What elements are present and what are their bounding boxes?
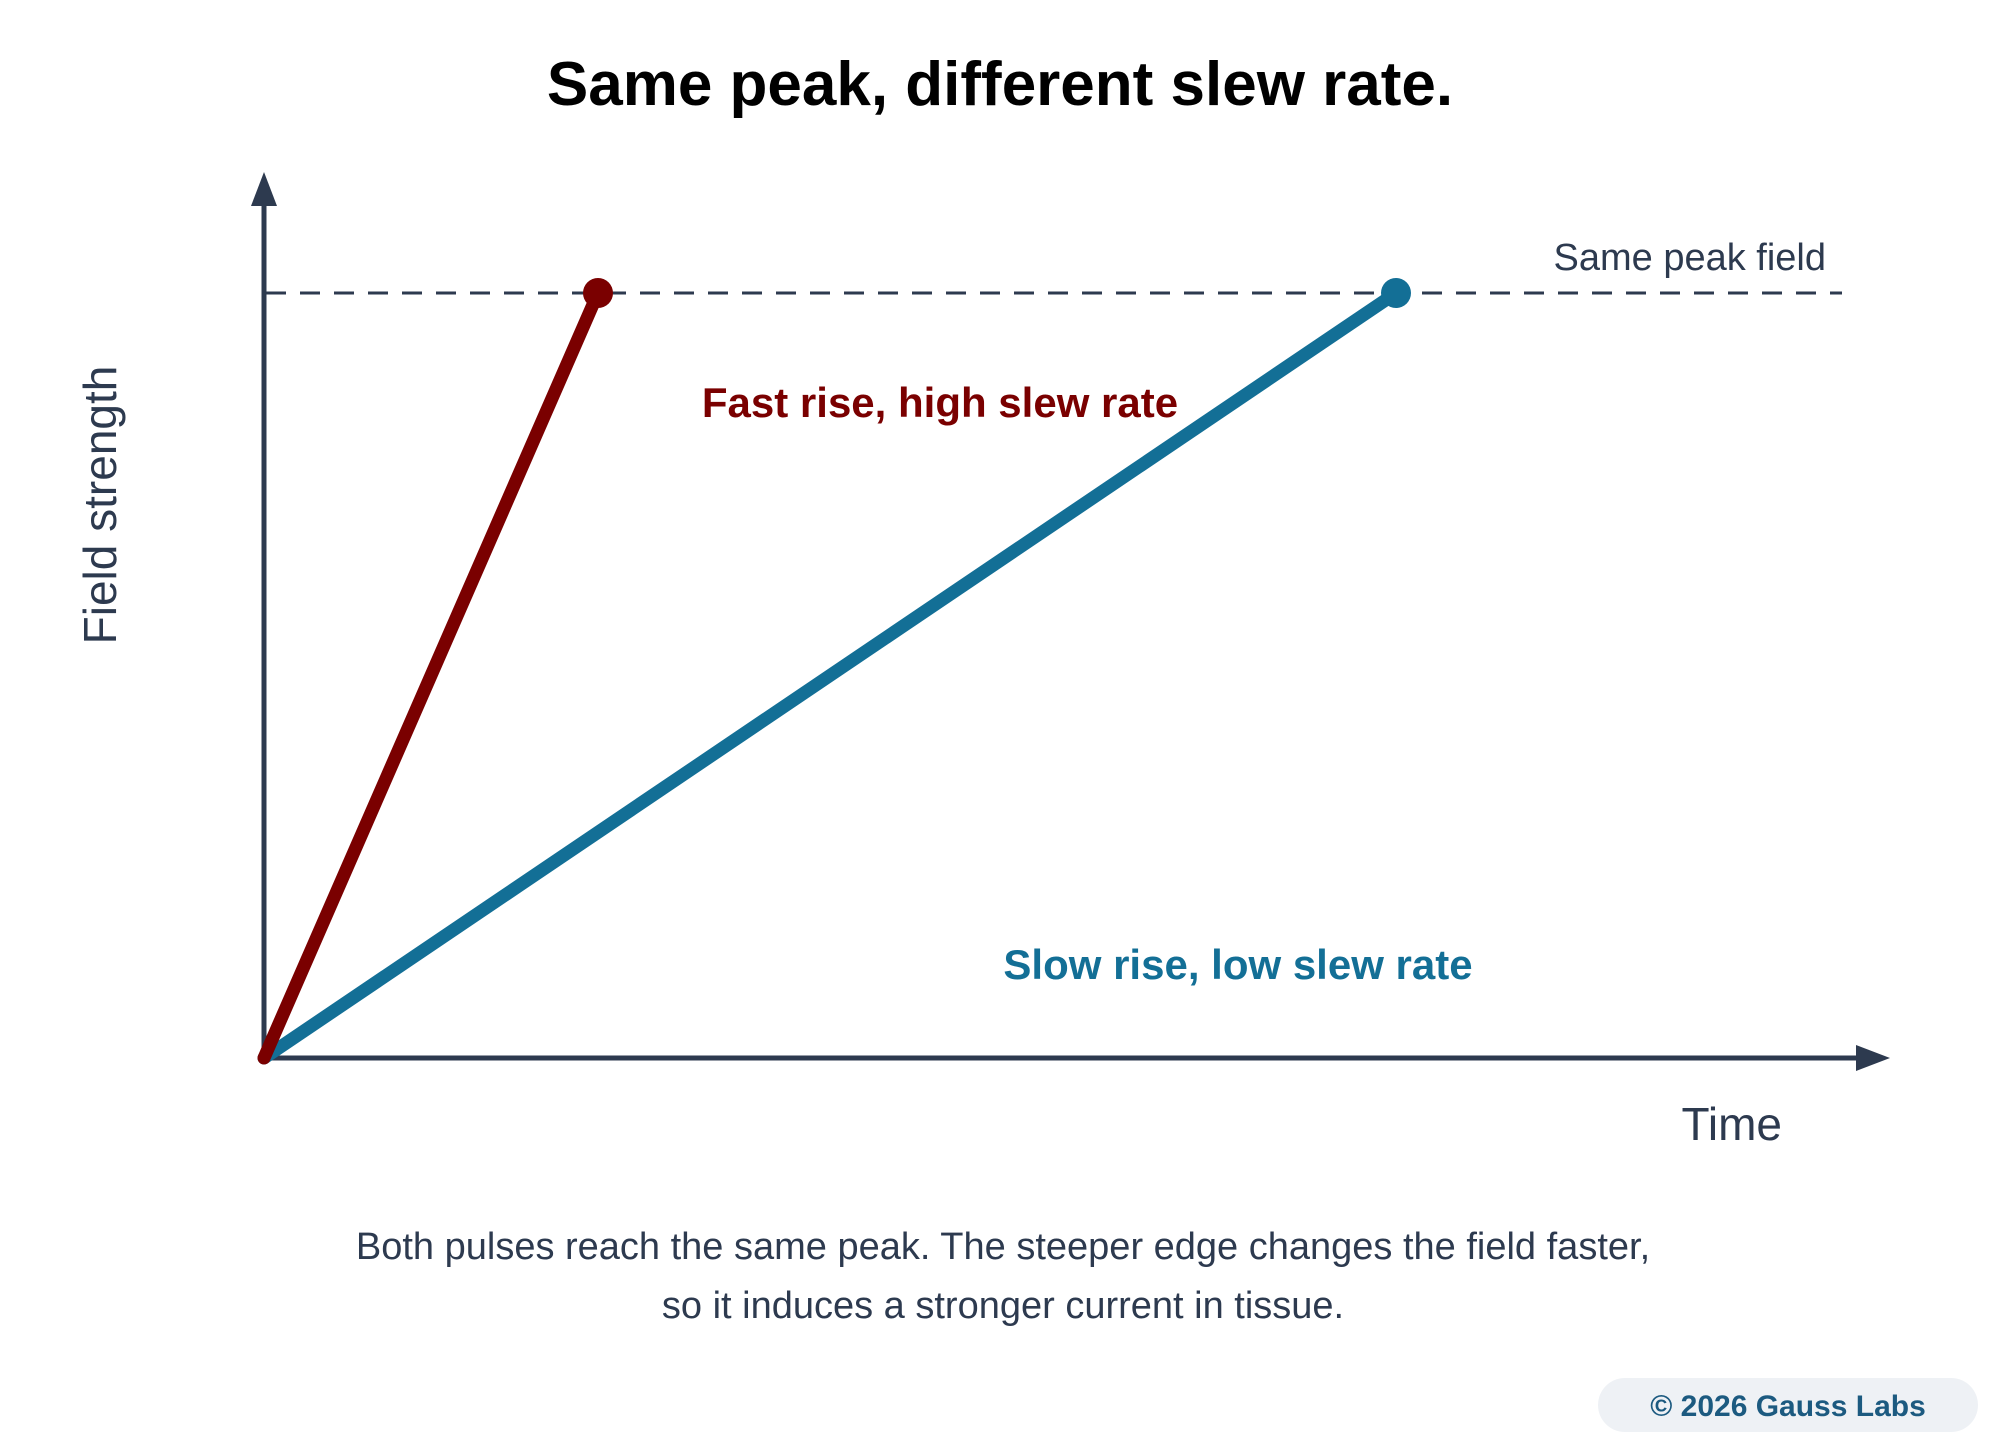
copyright-badge-background — [1598, 1378, 1978, 1432]
fast-rise-label: Fast rise, high slew rate — [702, 379, 1178, 426]
slow-rise-series — [257, 278, 1411, 1065]
y-axis-arrowhead — [251, 172, 277, 206]
x-axis-arrowhead — [1856, 1045, 1890, 1071]
caption-line-1: Both pulses reach the same peak. The ste… — [356, 1226, 1650, 1268]
slow-rise-label: Slow rise, low slew rate — [1003, 941, 1472, 988]
peak-reference-label: Same peak field — [1554, 237, 1827, 279]
copyright-badge: © 2026 Gauss Labs — [1598, 1378, 1978, 1432]
y-axis — [251, 172, 277, 1058]
x-axis-label: Time — [1681, 1098, 1782, 1150]
diagram-title: Same peak, different slew rate. — [547, 50, 1453, 119]
x-axis — [264, 1045, 1890, 1071]
y-axis-label: Field strength — [74, 366, 126, 645]
fast-rise-series — [257, 278, 613, 1065]
caption-line-2: so it induces a stronger current in tiss… — [662, 1285, 1344, 1327]
slow-rise-peak-point — [1381, 278, 1411, 308]
copyright-text: © 2026 Gauss Labs — [1650, 1390, 1926, 1423]
fast-rise-line — [257, 286, 605, 1065]
fast-rise-peak-point — [583, 278, 613, 308]
slow-rise-line — [257, 286, 1403, 1065]
